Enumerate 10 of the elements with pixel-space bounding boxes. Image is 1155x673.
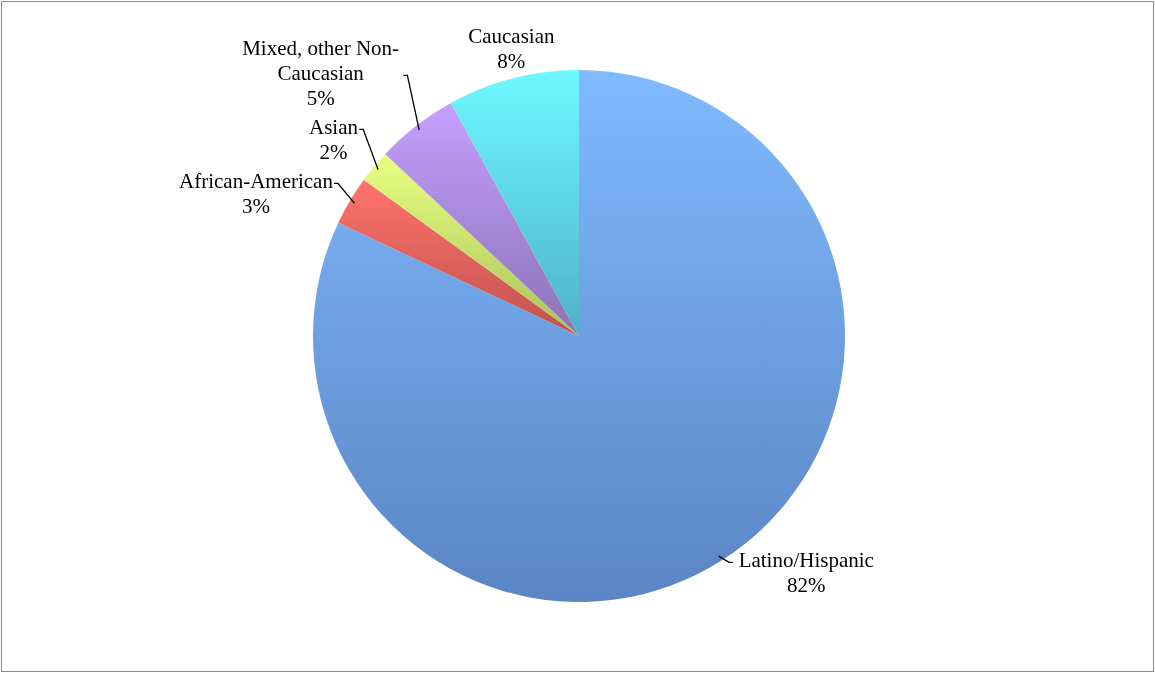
slice-label: African-American: [179, 169, 334, 194]
data-label: 82%: [787, 573, 826, 598]
slice-label: Caucasian: [468, 23, 555, 48]
slice-label: Latino/Hispanic: [738, 548, 874, 573]
slice-label: Asian: [309, 115, 359, 140]
data-label: 5%: [306, 86, 335, 111]
data-label: 2%: [319, 140, 348, 165]
data-label: 8%: [497, 48, 526, 73]
data-label: 3%: [241, 194, 270, 219]
slice-label: Mixed, other Non-Caucasian: [242, 36, 400, 86]
